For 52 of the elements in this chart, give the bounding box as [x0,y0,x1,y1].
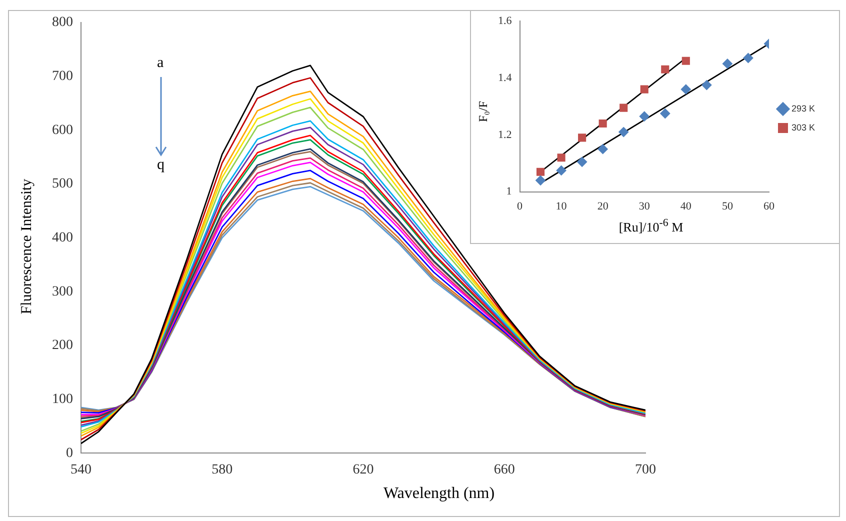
point [640,85,648,94]
point [578,134,586,142]
annotation: q [157,157,164,174]
y-tick-label: 1.4 [498,72,512,84]
y-tick-label: 800 [52,15,73,30]
point [536,175,546,186]
point [620,104,628,112]
x-tick-label: 540 [70,462,92,478]
y-axis-title: F₀/F [476,100,490,122]
point [660,108,670,119]
point [577,156,588,167]
x-tick-label: 20 [597,200,609,212]
x-tick-label: 30 [638,200,650,212]
point [618,127,629,138]
y-tick-label: 600 [52,122,73,138]
y-tick-label: 400 [52,230,73,246]
x-tick-label: 10 [556,200,568,212]
y-tick-label: 500 [52,176,73,192]
y-tick-label: 700 [52,68,73,84]
point [661,65,670,74]
point [722,58,732,69]
point [639,111,650,122]
x-tick-label: 60 [763,200,775,212]
y-tick-label: 1.6 [498,14,512,27]
x-tick-label: 660 [494,462,515,478]
point [598,144,608,154]
x-tick-label: 50 [722,200,734,212]
x-axis-title: Wavelength (nm) [382,485,496,503]
x-tick-label: 580 [212,462,233,478]
x-axis-title: [Ru]/10$^{-6}$ M [618,217,684,236]
point [556,165,566,176]
point [598,119,607,128]
point [680,84,691,94]
legend-label: 293 K [791,103,816,114]
y-tick-label: 100 [52,392,73,408]
legend-label: 303 K [791,122,816,132]
point [702,80,712,90]
y-tick-label: 300 [52,284,73,300]
point [557,154,566,162]
y-axis-title: Fluorescence Intensity [20,178,36,314]
y-tick-label: 1.2 [498,128,512,141]
point [682,56,690,65]
annotation: a [157,55,164,72]
y-tick-label: 0 [66,446,73,461]
x-tick-label: 0 [517,200,523,212]
y-tick-label: 200 [52,338,73,354]
x-tick-label: 620 [352,462,374,478]
x-tick-label: 700 [635,462,656,478]
point [743,53,754,64]
point [536,168,545,176]
y-tick-label: 1 [506,186,512,198]
x-tick-label: 40 [680,200,692,212]
